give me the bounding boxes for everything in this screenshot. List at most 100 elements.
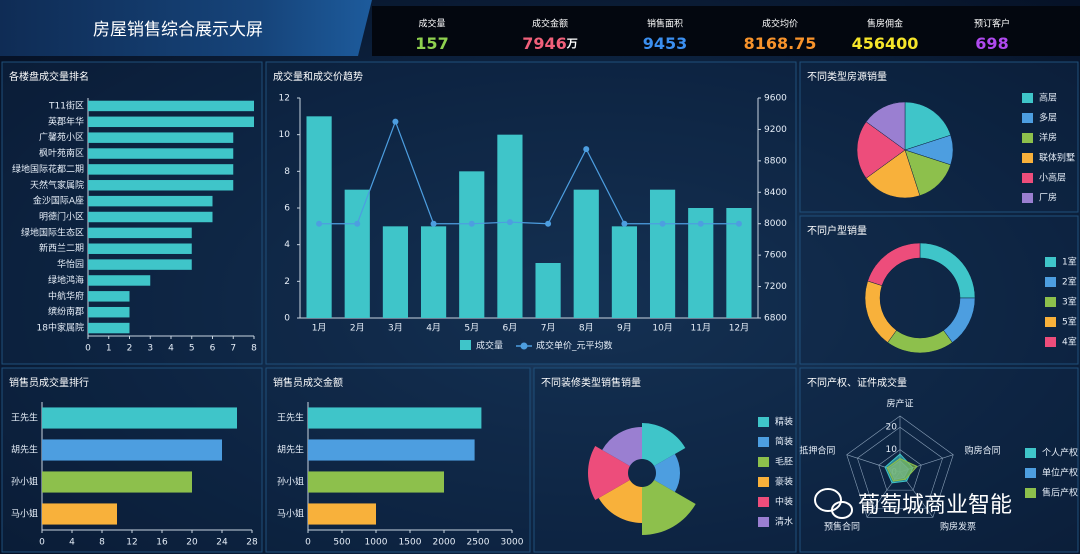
bar xyxy=(88,132,234,143)
y-tick-label: 马小姐 xyxy=(277,508,304,520)
bar xyxy=(344,189,370,318)
x-tick-label: 3000 xyxy=(501,538,524,548)
legend-swatch xyxy=(1025,468,1036,478)
title-box xyxy=(0,0,372,56)
rose-slice xyxy=(642,480,696,535)
legend-label: 1室 xyxy=(1062,256,1077,268)
y-tick-label: 新西兰二期 xyxy=(39,242,84,254)
bar xyxy=(649,189,676,318)
y-tick-label: 6 xyxy=(284,204,290,214)
y-tick-label: 孙小姐 xyxy=(11,476,38,488)
legend-swatch xyxy=(758,417,769,427)
x-tick-label: 2000 xyxy=(433,538,456,548)
y2-tick-label: 9200 xyxy=(764,125,787,135)
legend-label: 中装 xyxy=(775,496,793,508)
kpi-label: 售房佣金 xyxy=(867,18,903,30)
indicator-label: 抵押合同 xyxy=(799,444,835,456)
bar xyxy=(88,195,213,207)
y-tick-label: 12 xyxy=(279,94,290,104)
radar-area xyxy=(886,457,918,482)
y-tick-label: 广馨苑小区 xyxy=(39,131,84,143)
x-tick-label: 1月 xyxy=(312,323,327,334)
panel-title: 不同产权、证件成交量 xyxy=(807,376,907,389)
bar xyxy=(88,275,151,286)
bar xyxy=(42,503,117,525)
y2-tick-label: 8400 xyxy=(764,188,787,198)
kpi-strip xyxy=(372,6,1080,56)
legend-label: 毛胚 xyxy=(775,456,793,468)
kpi-label: 成交量 xyxy=(418,18,445,30)
legend-label: 厂房 xyxy=(1039,192,1057,204)
legend-swatch xyxy=(758,437,769,447)
y2-tick-label: 7200 xyxy=(764,282,787,292)
legend-swatch xyxy=(1022,173,1033,183)
bar xyxy=(611,226,638,318)
x-tick-label: 8 xyxy=(251,344,257,354)
point xyxy=(354,220,361,227)
x-tick-label: 12月 xyxy=(729,323,749,334)
x-tick-label: 2 xyxy=(127,344,133,354)
legend-swatch xyxy=(758,477,769,487)
bar xyxy=(382,226,409,318)
x-tick-label: 12 xyxy=(126,538,137,548)
x-tick-label: 10月 xyxy=(652,323,672,334)
kpi-label: 预订客户 xyxy=(974,18,1010,30)
x-tick-label: 5月 xyxy=(464,323,479,334)
x-tick-label: 7月 xyxy=(541,323,556,334)
legend-label: 简装 xyxy=(775,436,793,448)
legend-label: 2室 xyxy=(1062,276,1077,288)
x-tick-label: 6 xyxy=(210,344,216,354)
legend-label: 多层 xyxy=(1039,112,1057,124)
kpi-value: 456400 xyxy=(852,34,919,53)
legend-swatch xyxy=(1022,153,1033,163)
legend-swatch xyxy=(1045,257,1056,267)
bar xyxy=(308,471,444,493)
bar xyxy=(88,322,130,334)
kpi-value: 698 xyxy=(975,34,1008,53)
kpi-number: 698 xyxy=(975,34,1008,53)
point xyxy=(430,220,437,227)
bar xyxy=(42,439,222,461)
y-tick-label: 2 xyxy=(284,277,290,287)
legend-swatch xyxy=(758,457,769,467)
rose-slice xyxy=(602,427,642,466)
rose-slice xyxy=(642,423,686,466)
x-tick-label: 8 xyxy=(99,538,105,548)
legend-swatch xyxy=(1022,113,1033,123)
indicator-label: 购房发票 xyxy=(940,521,976,533)
y-tick-label: 18中家属院 xyxy=(37,322,84,334)
legend-label: 单位产权 xyxy=(1042,467,1078,479)
slice xyxy=(865,101,906,151)
point xyxy=(545,220,552,227)
bar xyxy=(535,263,561,318)
y-tick-label: 马小姐 xyxy=(11,508,38,520)
legend-label: 清水 xyxy=(775,516,793,528)
legend-swatch xyxy=(1022,193,1033,203)
slice xyxy=(904,101,951,151)
bar xyxy=(308,439,475,461)
kpi-label: 成交均价 xyxy=(762,18,798,30)
bar xyxy=(497,134,523,318)
y-tick-label: 胡先生 xyxy=(277,444,304,456)
x-tick-label: 4 xyxy=(69,538,75,548)
x-tick-label: 2500 xyxy=(467,538,490,548)
legend-swatch xyxy=(1025,448,1036,458)
x-tick-label: 7 xyxy=(230,344,236,354)
wechat-icon xyxy=(831,501,853,519)
panel-title: 不同装修类型销售销量 xyxy=(541,376,641,389)
y-tick-label: 缤纷南郡 xyxy=(48,306,84,318)
wechat-icon xyxy=(814,488,842,512)
y-tick-label: 8 xyxy=(284,167,290,177)
legend-label: 高层 xyxy=(1039,92,1057,104)
kpi-value: 157 xyxy=(415,34,448,53)
y-tick-label: 王先生 xyxy=(11,412,38,424)
legend-label: 成交单价_元平均数 xyxy=(536,340,613,352)
bar xyxy=(308,503,376,525)
indicator-label: 购房合同 xyxy=(965,444,1001,456)
rose-slice xyxy=(654,454,680,492)
x-tick-label: 0 xyxy=(85,344,91,354)
x-tick-label: 1500 xyxy=(399,538,422,548)
x-tick-label: 5 xyxy=(189,344,195,354)
y-tick-label: 绿地国际生态区 xyxy=(21,226,84,238)
kpi-unit: 万 xyxy=(566,37,578,50)
